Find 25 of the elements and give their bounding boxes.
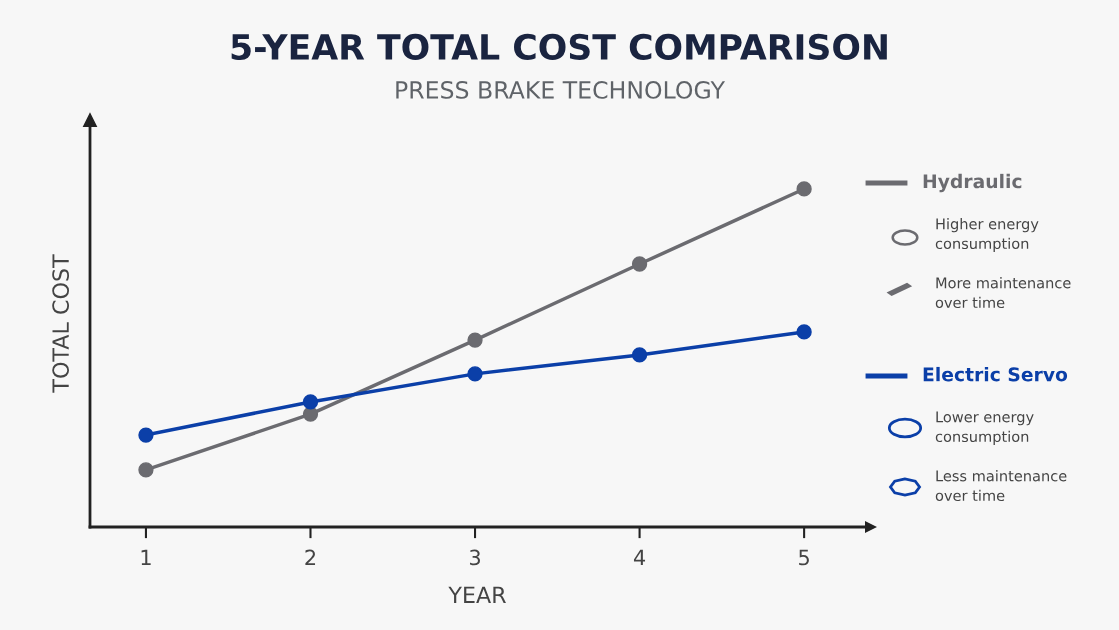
text: Lower energy consumption xyxy=(935,411,1034,445)
x-axis-title: YEAR xyxy=(448,586,506,603)
point xyxy=(138,427,154,443)
point xyxy=(796,181,812,197)
y-axis-title: TOTAL COST xyxy=(52,254,70,393)
chart-title: 5-YEAR TOTAL COST COMPARISON xyxy=(231,33,887,61)
x-tick-label: 1 xyxy=(141,549,151,566)
point xyxy=(631,347,648,363)
point xyxy=(631,256,648,272)
legend-label: Hydraulic xyxy=(923,173,1022,193)
x-tick-label: 2 xyxy=(305,549,316,566)
text: More maintenance over time xyxy=(935,277,1071,309)
chart-subtitle: PRESS BRAKE TECHNOLOGY xyxy=(396,80,726,99)
text: Less maintenance over time xyxy=(935,470,1067,502)
x-tick-label: 4 xyxy=(633,549,646,566)
point xyxy=(302,406,319,422)
legend-label: Electric Servo xyxy=(923,366,1068,382)
point xyxy=(796,324,812,340)
point xyxy=(138,462,154,478)
point xyxy=(302,394,319,410)
point xyxy=(467,332,483,348)
text: Higher energy consumption xyxy=(935,218,1039,252)
point xyxy=(467,366,483,382)
x-tick-label: 3 xyxy=(469,549,480,566)
x-tick-label: 5 xyxy=(799,549,809,566)
